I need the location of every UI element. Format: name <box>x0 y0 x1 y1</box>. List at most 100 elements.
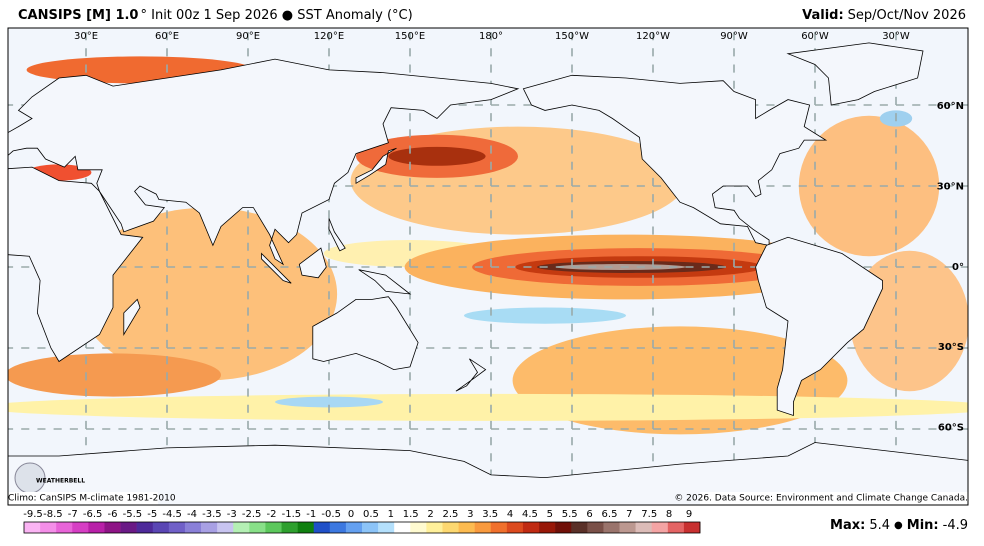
colorbar-label: 2.5 <box>443 509 459 520</box>
colorbar-swatch <box>394 522 411 533</box>
lon-label: 150°W <box>555 31 589 42</box>
colorbar-label: 6.5 <box>602 509 618 520</box>
colorbar-swatch <box>184 522 202 533</box>
colorbar-swatch <box>426 522 443 533</box>
lon-label: 120°W <box>636 31 670 42</box>
lon-label: 150°E <box>395 31 425 42</box>
colorbar-swatch <box>313 522 331 533</box>
min-label: Min: <box>907 518 939 533</box>
lat-label: 60°S <box>938 423 964 434</box>
colorbar-swatch <box>619 522 636 533</box>
colorbar-swatch <box>104 522 121 533</box>
colorbar-label: -5 <box>147 509 157 520</box>
colorbar-swatch <box>217 522 234 533</box>
colorbar-swatch <box>24 522 41 533</box>
colorbar-swatch <box>458 522 475 533</box>
colorbar-swatch <box>635 522 653 533</box>
lon-label: 30°W <box>882 31 910 42</box>
valid-label: Valid: <box>802 8 844 23</box>
colorbar-label: -6 <box>108 509 118 520</box>
lon-label: 90°W <box>720 31 748 42</box>
colorbar-swatch <box>40 522 57 533</box>
colorbar-swatch <box>651 522 669 533</box>
colorbar-label: -3 <box>227 509 237 520</box>
colorbar-swatch <box>120 522 137 533</box>
colorbar-swatch <box>88 522 105 533</box>
lat-label: 0° <box>952 262 964 273</box>
lon-label: 60°E <box>155 31 179 42</box>
colorbar-swatch <box>555 522 572 533</box>
title-bold: CANSIPS [M] 1.0 <box>18 8 138 23</box>
colorbar-swatch <box>233 522 250 533</box>
colorbar-swatch <box>667 522 685 533</box>
lat-label: 30°N <box>937 181 964 192</box>
colorbar-label: -2 <box>267 509 277 520</box>
colorbar-swatch <box>571 522 588 533</box>
colorbar-swatch <box>152 522 170 533</box>
credit: © 2026. Data Source: Environment and Cli… <box>674 494 968 504</box>
colorbar-swatch <box>362 522 379 533</box>
colorbar-swatch <box>345 522 363 533</box>
max-value: 5.4 <box>869 518 890 533</box>
colorbar-label: 0.5 <box>363 509 379 520</box>
colorbar-swatch <box>56 522 73 533</box>
colorbar-swatch <box>587 522 604 533</box>
lon-label: 180° <box>479 31 503 42</box>
lat-label: 60°N <box>937 101 964 112</box>
colorbar-swatch <box>168 522 186 533</box>
colorbar-label: -7 <box>68 509 78 520</box>
colorbar-swatch <box>72 522 89 533</box>
colorbar-label: 2 <box>427 509 433 520</box>
colorbar-label: 3.5 <box>482 509 498 520</box>
colorbar-label: -4 <box>187 509 197 520</box>
lon-label: 90°E <box>236 31 260 42</box>
lat-label: 30°S <box>938 342 964 353</box>
lon-label: 120°E <box>314 31 344 42</box>
map: WEATHERBELL <box>8 28 968 505</box>
colorbar-swatch <box>522 522 540 533</box>
separator: ● <box>894 520 903 531</box>
colorbar-swatch <box>539 522 556 533</box>
colorbar-swatch <box>603 522 620 533</box>
colorbar-swatch <box>474 522 492 533</box>
colorbar-label: 7.5 <box>641 509 657 520</box>
colorbar-label: -1 <box>306 509 316 520</box>
colorbar-label: 0 <box>348 509 354 520</box>
colorbar-swatch <box>683 522 701 533</box>
colorbar-label: 5 <box>547 509 553 520</box>
colorbar-swatch <box>410 522 427 533</box>
colorbar-swatch <box>490 522 508 533</box>
colorbar-label: -4.5 <box>162 509 182 520</box>
colorbar-label: 3 <box>467 509 473 520</box>
colorbar-swatch <box>136 522 154 533</box>
colorbar-label: 1.5 <box>403 509 419 520</box>
colorbar-swatch <box>281 522 298 533</box>
stats: Max: 5.4 ● Min: -4.9 <box>830 518 968 533</box>
colorbar-label: 4 <box>507 509 513 520</box>
colorbar-swatch <box>506 522 524 533</box>
valid: Valid: Sep/Oct/Nov 2026 <box>802 8 966 23</box>
colorbar-swatch <box>297 522 315 533</box>
min-value: -4.9 <box>943 518 968 533</box>
colorbar-swatch <box>265 522 282 533</box>
lon-label: 30°E <box>74 31 98 42</box>
colorbar-swatch <box>442 522 459 533</box>
colorbar-label: 5.5 <box>562 509 578 520</box>
title-rest: ° Init 00z 1 Sep 2026 ● SST Anomaly (°C) <box>140 8 412 23</box>
valid-value: Sep/Oct/Nov 2026 <box>848 8 966 23</box>
colorbar-label: -5.5 <box>123 509 143 520</box>
colorbar-label: 1 <box>388 509 394 520</box>
colorbar-label: 4.5 <box>522 509 538 520</box>
colorbar-label: 7 <box>626 509 632 520</box>
colorbar-swatch <box>249 522 266 533</box>
colorbar-swatch <box>329 522 347 533</box>
colorbar-label: 8 <box>666 509 672 520</box>
logo: WEATHERBELL <box>36 478 85 485</box>
colorbar-label: -1.5 <box>282 509 302 520</box>
colorbar-label: 9 <box>686 509 692 520</box>
max-label: Max: <box>830 518 865 533</box>
colorbar-swatch <box>378 522 395 533</box>
lon-label: 60°W <box>801 31 829 42</box>
colorbar-label: -0.5 <box>321 509 341 520</box>
